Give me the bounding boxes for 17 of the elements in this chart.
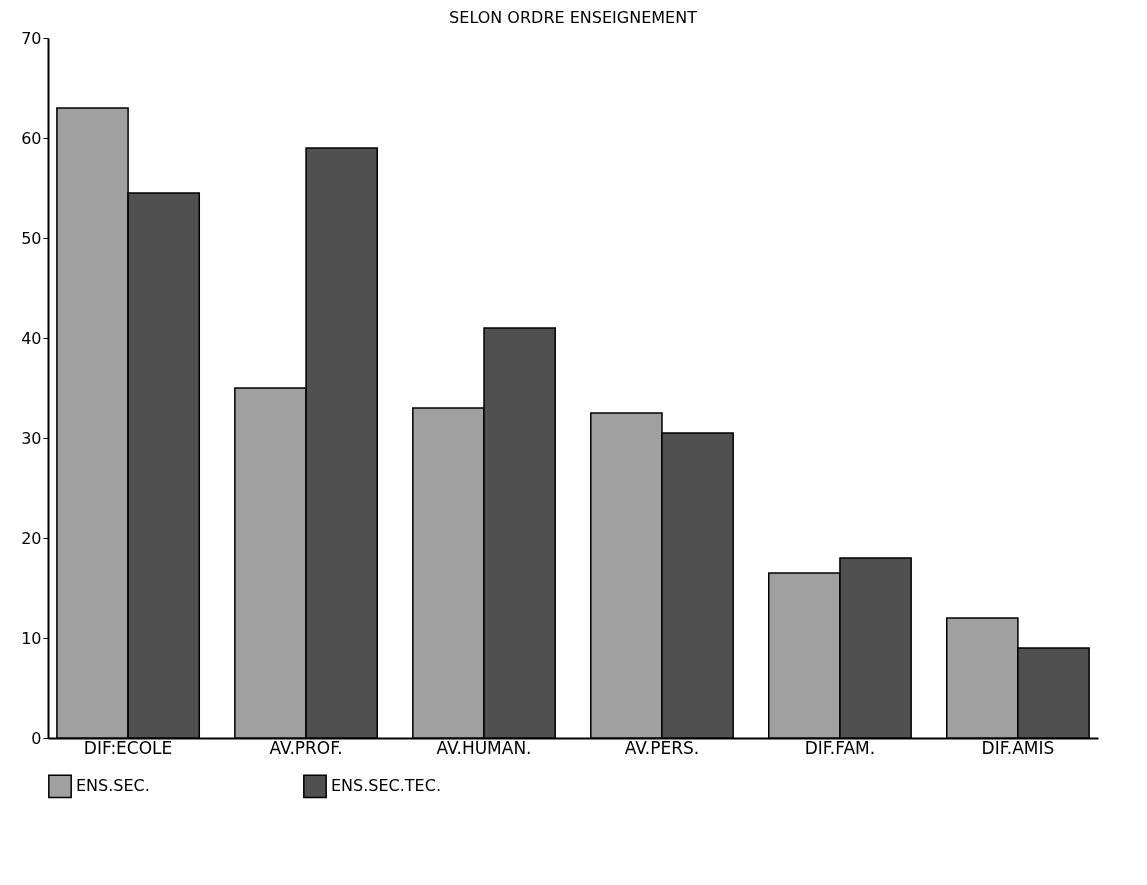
y-tick-label: 50 bbox=[21, 228, 42, 248]
x-tick-label: AV.HUMAN. bbox=[436, 737, 532, 758]
x-tick-label: DIF.AMIS bbox=[981, 737, 1055, 758]
y-tick-label: 60 bbox=[21, 128, 42, 148]
y-tick-label: 70 bbox=[21, 28, 42, 48]
y-tick-label: 20 bbox=[21, 528, 42, 548]
y-tick-label: 40 bbox=[21, 328, 42, 348]
x-tick-label: AV.PROF. bbox=[269, 737, 343, 758]
legend-label: ENS.SEC.TEC. bbox=[331, 776, 441, 796]
y-tick-label: 10 bbox=[21, 628, 42, 648]
y-tick-label: 30 bbox=[21, 428, 42, 448]
chart-title: SELON ORDRE ENSEIGNEMENT bbox=[449, 8, 698, 27]
x-tick-label: DIF:ECOLE bbox=[83, 737, 173, 758]
y-tick-label: 0 bbox=[31, 728, 42, 748]
legend-label: ENS.SEC. bbox=[76, 776, 150, 796]
x-tick-label: DIF.FAM. bbox=[804, 737, 876, 758]
x-tick-label: AV.PERS. bbox=[624, 737, 700, 758]
